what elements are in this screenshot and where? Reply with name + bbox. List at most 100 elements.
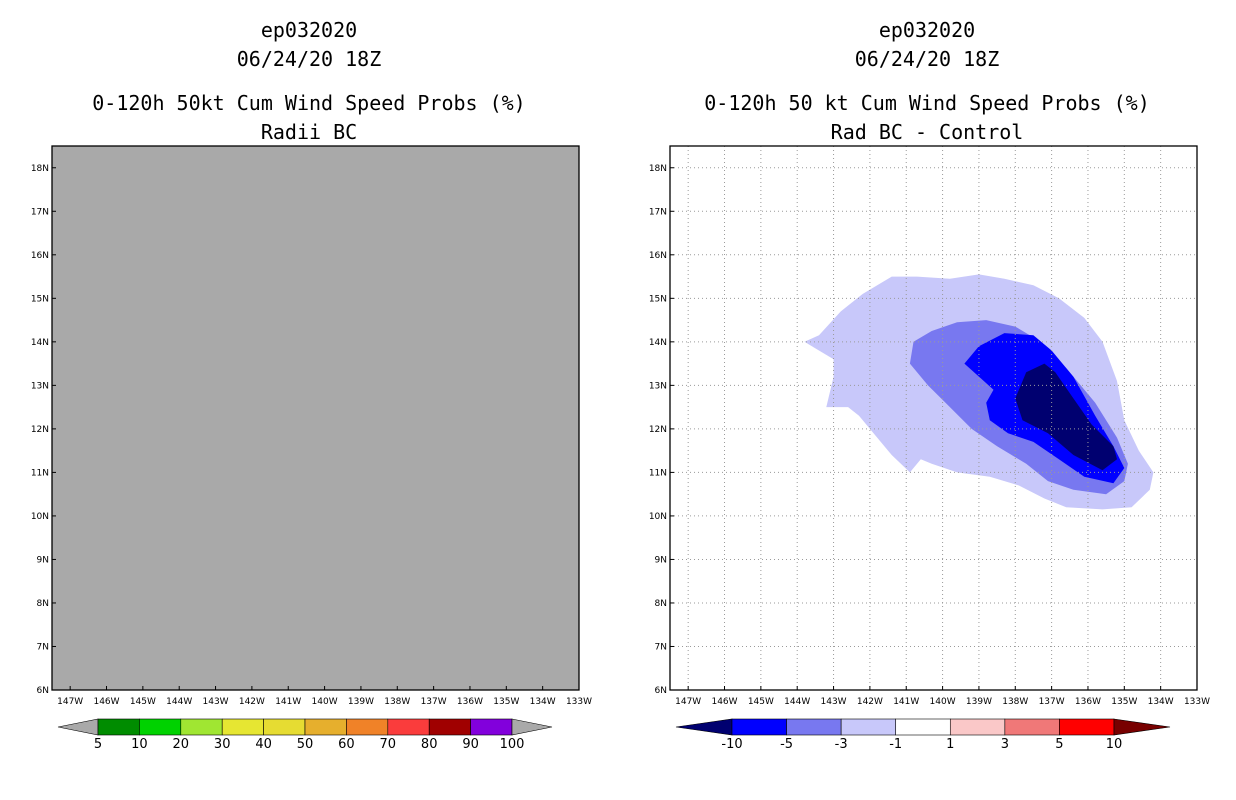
- left-y-tick-label-0: 6N: [37, 686, 49, 696]
- right-title-subtitle: Rad BC - Control: [831, 120, 1024, 144]
- left-x-tick-label-0: 147W: [57, 697, 83, 707]
- left-x-tick-label-1: 146W: [93, 697, 119, 707]
- left-colorbar-swatch-0: [97, 718, 140, 736]
- right-colorbar-label-7: 10: [1106, 737, 1123, 752]
- right-title-product: 0-120h 50 kt Cum Wind Speed Probs (%): [704, 91, 1150, 115]
- left-y-axis-ticks: 6N 7N 8N 9N 10N 11N 12N 13N 14N 15N 16N 17N 18N: [31, 164, 56, 696]
- right-x-tick-label-11: 136W: [1075, 697, 1101, 707]
- right-colorbar-arrow-high: [1113, 718, 1171, 736]
- right-title-storm-id: ep032020: [879, 18, 975, 42]
- right-y-tick-label-5: 11N: [649, 468, 667, 478]
- right-colorbar-label-6: 5: [1055, 737, 1063, 752]
- left-x-tick-label-10: 137W: [421, 697, 447, 707]
- right-colorbar-swatch-5: [1004, 718, 1060, 736]
- left-y-tick-label-7: 13N: [31, 381, 49, 391]
- right-x-tick-label-14: 133W: [1184, 697, 1210, 707]
- right-y-tick-label-11: 17N: [649, 207, 667, 217]
- left-x-tick-label-5: 142W: [239, 697, 265, 707]
- left-title-storm-id: ep032020: [261, 18, 357, 42]
- right-x-axis-ticks: 147W 146W 145W 144W 143W 142W 141W 140W 139W 138W…: [675, 686, 1210, 707]
- left-y-tick-label-9: 15N: [31, 294, 49, 304]
- right-x-tick-label-6: 141W: [893, 697, 919, 707]
- right-colorbar-label-1: -5: [780, 737, 793, 752]
- left-plot-background: [52, 146, 579, 690]
- left-colorbar-swatch-6: [346, 718, 389, 736]
- right-x-tick-label-4: 143W: [821, 697, 847, 707]
- right-colorbar-swatch-6: [1059, 718, 1115, 736]
- left-x-tick-label-11: 136W: [457, 697, 483, 707]
- left-x-tick-label-3: 144W: [166, 697, 192, 707]
- left-plot-frame: [51, 145, 580, 691]
- right-x-tick-label-9: 138W: [1002, 697, 1028, 707]
- right-colorbar-swatch-2: [840, 718, 897, 736]
- right-y-tick-label-3: 9N: [655, 555, 667, 565]
- left-colorbar-label-3: 30: [214, 737, 231, 752]
- right-colorbar-swatch-3: [895, 718, 951, 736]
- left-y-tick-label-1: 7N: [37, 642, 49, 652]
- left-colorbar-swatch-7: [387, 718, 430, 736]
- right-colorbar-label-3: -1: [889, 737, 902, 752]
- right-x-tick-label-8: 139W: [966, 697, 992, 707]
- right-x-tick-label-10: 137W: [1039, 697, 1065, 707]
- left-x-tick-label-8: 139W: [348, 697, 374, 707]
- right-x-tick-label-0: 147W: [675, 697, 701, 707]
- left-colorbar-swatch-8: [428, 718, 471, 736]
- left-colorbar-label-4: 40: [255, 737, 272, 752]
- right-colorbar-arrow-low: [675, 718, 733, 736]
- right-colorbar-label-5: 3: [1001, 737, 1009, 752]
- left-colorbar-label-1: 10: [131, 737, 148, 752]
- left-y-tick-label-4: 10N: [31, 512, 49, 522]
- left-panel: ep032020 06/24/20 18Z 0-120h 50kt Cum Wi…: [31, 18, 592, 752]
- left-colorbar-label-8: 80: [421, 737, 438, 752]
- right-contour-3: [1015, 363, 1117, 471]
- left-y-tick-label-2: 8N: [37, 599, 49, 609]
- right-y-axis-ticks: 6N 7N 8N 9N 10N 11N 12N 13N 14N 15N 16N 17N 18N: [649, 164, 674, 696]
- right-y-tick-label-12: 18N: [649, 164, 667, 174]
- left-y-tick-label-10: 16N: [31, 251, 49, 261]
- left-x-tick-label-9: 138W: [384, 697, 410, 707]
- left-colorbar-swatch-5: [304, 718, 347, 736]
- right-y-tick-label-6: 12N: [649, 425, 667, 435]
- right-colorbar-swatch-1: [786, 718, 842, 736]
- left-y-tick-label-12: 18N: [31, 164, 49, 174]
- left-colorbar-label-10: 100: [500, 737, 525, 752]
- left-colorbar-label-7: 70: [380, 737, 397, 752]
- right-panel: ep032020 06/24/20 18Z 0-120h 50 kt Cum W…: [649, 18, 1210, 752]
- right-y-tick-label-0: 6N: [655, 686, 667, 696]
- left-x-tick-label-12: 135W: [493, 697, 519, 707]
- right-y-tick-label-8: 14N: [649, 338, 667, 348]
- left-x-tick-label-6: 141W: [275, 697, 301, 707]
- left-colorbar-swatch-1: [139, 718, 182, 736]
- left-colorbar-swatch-3: [221, 718, 264, 736]
- right-plot-area: [669, 145, 1198, 691]
- left-plot-area: [51, 145, 580, 691]
- left-colorbar-label-2: 20: [173, 737, 190, 752]
- left-colorbar-swatch-2: [180, 718, 223, 736]
- left-y-tick-label-6: 12N: [31, 425, 49, 435]
- left-colorbar-arrow-high: [511, 718, 553, 736]
- right-y-tick-label-10: 16N: [649, 251, 667, 261]
- left-colorbar-label-0: 5: [94, 737, 102, 752]
- left-x-tick-label-2: 145W: [130, 697, 156, 707]
- right-x-tick-label-1: 146W: [711, 697, 737, 707]
- right-x-tick-label-2: 145W: [748, 697, 774, 707]
- left-title-product: 0-120h 50kt Cum Wind Speed Probs (%): [92, 91, 525, 115]
- right-colorbar-swatch-0: [731, 718, 787, 736]
- left-colorbar-label-9: 90: [462, 737, 479, 752]
- right-title-date: 06/24/20 18Z: [855, 47, 1000, 71]
- right-x-tick-label-3: 144W: [784, 697, 810, 707]
- left-y-tick-label-3: 9N: [37, 555, 49, 565]
- right-colorbar-label-0: -10: [721, 737, 742, 752]
- left-colorbar-arrow-low: [57, 718, 99, 736]
- right-y-tick-label-2: 8N: [655, 599, 667, 609]
- right-y-tick-label-9: 15N: [649, 294, 667, 304]
- left-y-tick-label-11: 17N: [31, 207, 49, 217]
- right-x-tick-label-7: 140W: [930, 697, 956, 707]
- right-x-tick-label-13: 134W: [1148, 697, 1174, 707]
- left-title-date: 06/24/20 18Z: [237, 47, 382, 71]
- left-colorbar-label-6: 60: [338, 737, 355, 752]
- left-y-tick-label-5: 11N: [31, 468, 49, 478]
- left-x-tick-label-7: 140W: [312, 697, 338, 707]
- right-colorbar: -10 -5 -3 -1 1 3 5 10: [675, 718, 1171, 752]
